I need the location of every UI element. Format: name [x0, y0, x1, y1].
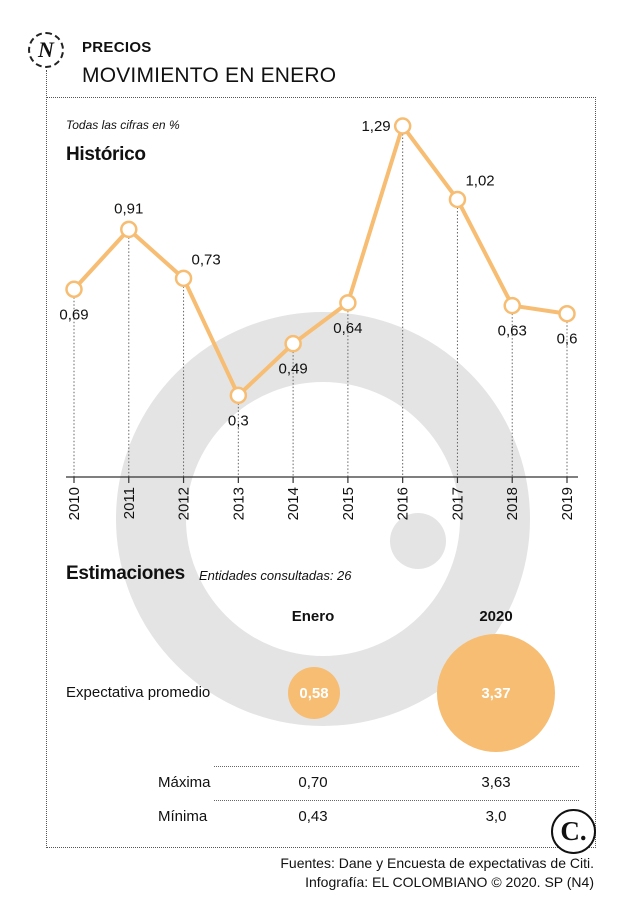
table-divider: [214, 766, 579, 767]
x-tick-label: 2016: [395, 487, 412, 520]
x-tick-label: 2015: [340, 487, 357, 520]
data-label: 1,29: [361, 118, 390, 135]
bubble-enero-value: 0,58: [299, 684, 329, 702]
maxima-enero: 0,70: [298, 774, 328, 791]
x-tick-label: 2013: [230, 487, 247, 520]
x-tick-label: 2010: [66, 487, 83, 520]
source-credits: Fuentes: Dane y Encuesta de expectativas…: [280, 854, 594, 892]
data-label: 0,3: [228, 412, 249, 429]
data-label: 0,63: [498, 323, 527, 340]
x-tick-label: 2017: [449, 487, 466, 520]
x-tick-label: 2018: [504, 487, 521, 520]
source-line: Fuentes: Dane y Encuesta de expectativas…: [280, 855, 594, 871]
data-label: 1,02: [465, 172, 494, 189]
units-note: Todas las cifras en %: [66, 118, 180, 132]
row-label-maxima: Máxima: [158, 774, 211, 791]
data-label: 0,69: [59, 306, 88, 323]
data-label: 0,73: [192, 251, 221, 268]
data-point: [558, 304, 576, 323]
x-tick-label: 2014: [285, 487, 302, 520]
minima-enero: 0,43: [298, 808, 328, 825]
bubble-enero: 0,58: [288, 667, 340, 719]
x-tick-label: 2011: [121, 487, 138, 519]
maxima-2020: 3,63: [481, 774, 511, 791]
x-tick-label: 2012: [176, 487, 193, 520]
data-point: [393, 117, 412, 135]
estimaciones-title: Estimaciones: [66, 563, 185, 584]
estimaciones-note: Entidades consultadas: 26: [199, 568, 352, 583]
minima-2020: 3,0: [485, 808, 507, 825]
col-header-enero: Enero: [291, 608, 335, 625]
table-divider: [214, 800, 579, 801]
row-label-minima: Mínima: [158, 808, 208, 825]
el-colombiano-logo-icon: C.: [551, 809, 596, 854]
data-point: [229, 386, 248, 405]
bubble-2020: 3,37: [437, 634, 555, 752]
col-header-2020: 2020: [479, 608, 513, 625]
data-label: 0,64: [333, 320, 362, 337]
data-label: 0,91: [114, 200, 143, 217]
kicker: PRECIOS: [82, 39, 152, 56]
data-point: [339, 294, 357, 312]
section-logo-icon: N: [28, 32, 64, 68]
x-tick-label: 2019: [559, 487, 576, 520]
content-frame: [46, 97, 596, 848]
data-point: [284, 334, 302, 353]
row-label-expectativa: Expectativa promedio: [66, 684, 211, 701]
data-label: 0,6: [557, 331, 578, 348]
chart-title: Histórico: [66, 144, 146, 165]
frame-stem: [46, 70, 47, 98]
page-title: MOVIMIENTO EN ENERO: [82, 64, 337, 87]
data-label: 0,49: [279, 361, 308, 378]
data-point: [174, 269, 193, 288]
series-line: [72, 124, 568, 398]
credit-line: Infografía: EL COLOMBIANO © 2020. SP (N4…: [305, 874, 594, 890]
data-point: [503, 296, 521, 315]
bubble-2020-value: 3,37: [481, 684, 511, 702]
data-point: [120, 220, 138, 239]
watermark-dot: [390, 513, 446, 569]
data-point: [65, 280, 83, 299]
data-point: [448, 190, 467, 209]
